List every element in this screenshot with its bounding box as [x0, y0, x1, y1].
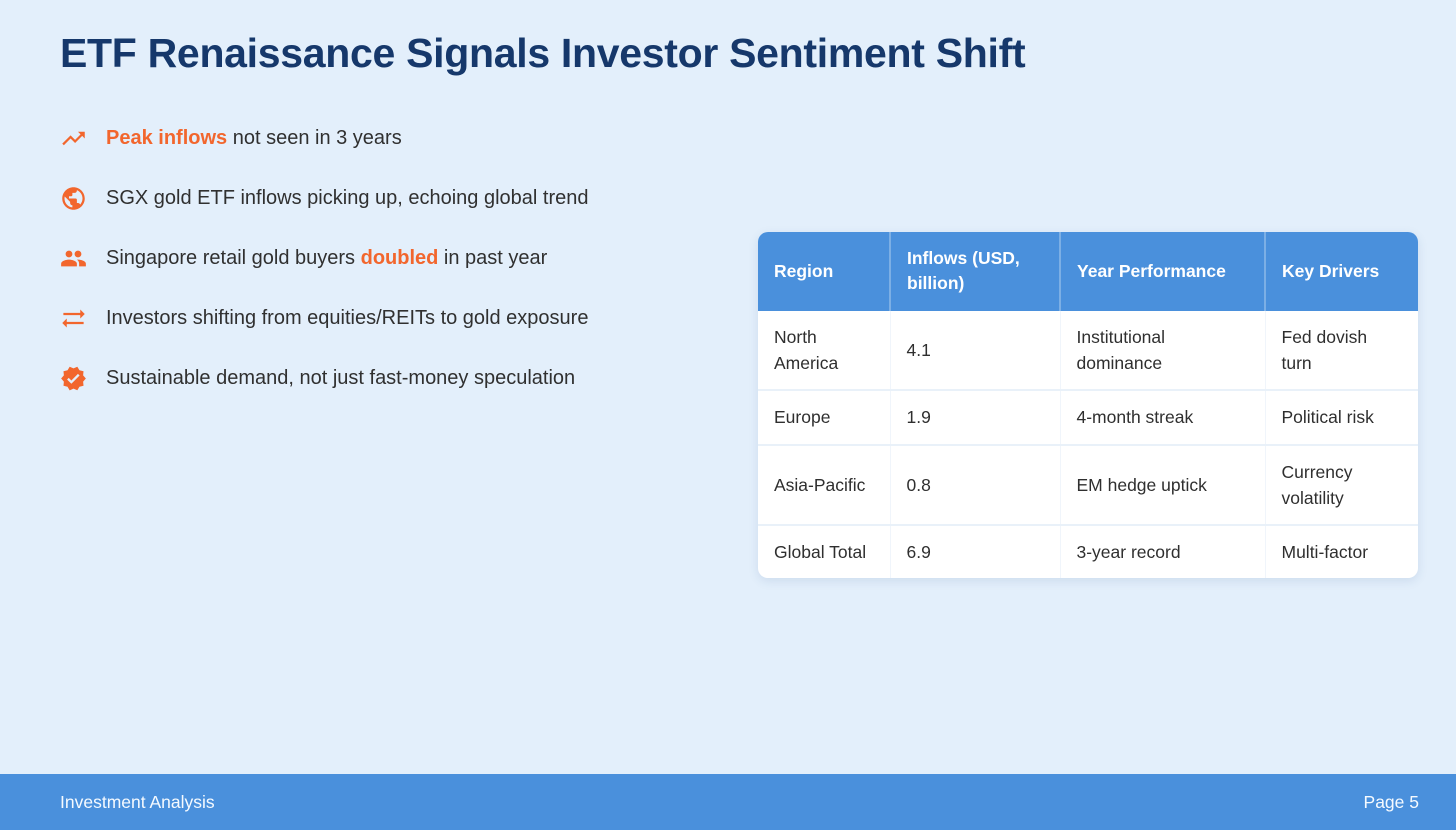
bullet-item-sgx-inflows: SGX gold ETF inflows picking up, echoing…	[60, 168, 720, 228]
cell-region: Asia-Pacific	[758, 443, 890, 525]
bullet-item-retail-buyers: Singapore retail gold buyers doubled in …	[60, 228, 720, 288]
table-row: Europe 1.9 4-month streak Political risk	[758, 389, 1418, 445]
bullet-text-highlight: doubled	[360, 246, 439, 269]
table-header-row: Region Inflows (USD, billion) Year Perfo…	[758, 232, 1418, 311]
table-row: Global Total 6.9 3-year record Multi-fac…	[758, 523, 1418, 579]
cell-key-drivers: Multi-factor	[1264, 523, 1418, 579]
bullet-text: Singapore retail gold buyers doubled in …	[106, 245, 547, 272]
swap-arrows-icon	[60, 305, 87, 332]
bullet-item-peak-inflows: Peak inflows not seen in 3 years	[60, 108, 720, 168]
bullet-text: SGX gold ETF inflows picking up, echoing…	[106, 185, 589, 212]
bullet-text: Peak inflows not seen in 3 years	[106, 125, 402, 152]
verified-badge-icon	[60, 365, 87, 392]
table-row: North America 4.1 Institutional dominanc…	[758, 310, 1418, 391]
column-header-region: Region	[758, 232, 890, 311]
bullet-text-pre: Singapore retail gold buyers	[106, 246, 361, 269]
bullet-text-highlight: Peak inflows	[106, 126, 228, 149]
bullet-text-pre: Sustainable demand, not just fast-money …	[106, 366, 576, 389]
cell-inflows: 4.1	[889, 310, 1060, 391]
bullet-text: Sustainable demand, not just fast-money …	[106, 365, 575, 392]
page-title: ETF Renaissance Signals Investor Sentime…	[60, 30, 1026, 76]
cell-key-drivers: Fed dovish turn	[1264, 310, 1418, 391]
column-header-key-drivers: Key Drivers	[1264, 232, 1418, 311]
cell-inflows: 6.9	[889, 523, 1060, 579]
table-row: Asia-Pacific 0.8 EM hedge uptick Currenc…	[758, 443, 1418, 525]
bullet-list: Peak inflows not seen in 3 years SGX gol…	[60, 108, 720, 408]
cell-year-performance: EM hedge uptick	[1059, 443, 1265, 525]
bullet-text-post: in past year	[438, 246, 548, 269]
footer-bar: Investment Analysis Page 5	[0, 774, 1456, 830]
cell-inflows: 0.8	[889, 443, 1060, 525]
cell-key-drivers: Political risk	[1264, 389, 1418, 445]
trending-up-icon	[60, 125, 87, 152]
cell-year-performance: Institutional dominance	[1059, 310, 1265, 391]
bullet-item-shifting: Investors shifting from equities/REITs t…	[60, 288, 720, 348]
globe-icon	[60, 185, 87, 212]
bullet-text-pre: Investors shifting from equities/REITs t…	[106, 306, 589, 329]
bullet-text-post: not seen in 3 years	[227, 126, 402, 149]
cell-region: Global Total	[758, 523, 890, 579]
bullet-text: Investors shifting from equities/REITs t…	[106, 305, 588, 332]
footer-left-label: Investment Analysis	[60, 791, 215, 812]
bullet-text-pre: SGX gold ETF inflows picking up, echoing…	[106, 186, 589, 209]
column-header-year-performance: Year Performance	[1059, 232, 1265, 311]
column-header-inflows: Inflows (USD, billion)	[889, 232, 1060, 311]
cell-inflows: 1.9	[889, 389, 1060, 445]
cell-region: Europe	[758, 389, 890, 445]
cell-region: North America	[758, 310, 890, 391]
cell-year-performance: 3-year record	[1059, 523, 1265, 579]
bullet-item-sustainable: Sustainable demand, not just fast-money …	[60, 348, 720, 408]
footer-page-number: Page 5	[1363, 791, 1419, 812]
cell-year-performance: 4-month streak	[1059, 389, 1265, 445]
etf-inflows-table: Region Inflows (USD, billion) Year Perfo…	[758, 232, 1418, 579]
cell-key-drivers: Currency volatility	[1264, 443, 1418, 525]
people-icon	[60, 245, 87, 272]
